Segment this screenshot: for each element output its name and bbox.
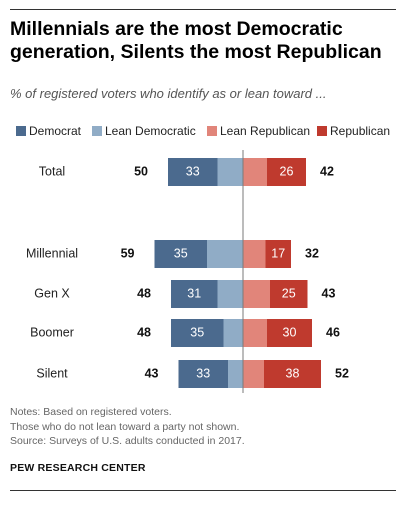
bar-lean-republican-gen-x (243, 280, 270, 308)
bar-lean-democratic-boomer (223, 319, 243, 347)
category-label-boomer: Boomer (30, 325, 74, 339)
bottom-rule (10, 490, 396, 491)
value-label-republican-gen-x: 25 (282, 286, 296, 300)
chart-title: Millennials are the most Democratic gene… (10, 18, 400, 64)
value-label-democrat-total: 33 (186, 164, 200, 178)
legend-swatch-lean-democratic (92, 126, 102, 136)
legend-item-lean-democratic: Lean Democratic (92, 124, 196, 138)
source-organization: PEW RESEARCH CENTER (10, 462, 146, 474)
total-republican-boomer: 46 (326, 325, 340, 339)
title-line-2: generation, Silents the most Republican (10, 41, 382, 63)
bar-republican-millennial (265, 240, 291, 268)
notes: Notes: Based on registered voters. Those… (10, 405, 245, 449)
value-label-republican-millennial: 17 (271, 246, 285, 260)
legend-label-democrat: Democrat (29, 124, 82, 138)
title-line-1: Millennials are the most Democratic (10, 18, 343, 40)
category-label-gen-x: Gen X (34, 286, 70, 300)
bar-republican-total (267, 158, 306, 186)
bar-lean-republican-silent (243, 360, 264, 388)
value-label-democrat-silent: 33 (196, 366, 210, 380)
bar-republican-gen-x (270, 280, 308, 308)
total-republican-silent: 52 (335, 366, 349, 380)
value-label-democrat-boomer: 35 (190, 325, 204, 339)
legend-swatch-republican (317, 126, 327, 136)
bar-republican-silent (264, 360, 321, 388)
total-democratic-silent: 43 (145, 366, 159, 380)
bar-democrat-millennial (154, 240, 207, 268)
legend-item-lean-republican: Lean Republican (207, 124, 310, 138)
bar-democrat-silent (178, 360, 228, 388)
legend-item-republican: Republican (317, 124, 390, 138)
value-label-republican-total: 26 (280, 164, 294, 178)
total-democratic-total: 50 (134, 164, 148, 178)
bar-lean-democratic-total (217, 158, 243, 186)
category-label-total: Total (39, 164, 65, 178)
category-label-millennial: Millennial (26, 246, 78, 260)
notes-line-1: Notes: Based on registered voters. (10, 406, 172, 418)
bar-lean-democratic-millennial (207, 240, 243, 268)
value-label-republican-silent: 38 (286, 366, 300, 380)
notes-line-2: Those who do not lean toward a party not… (10, 420, 240, 433)
total-democratic-millennial: 59 (121, 246, 135, 260)
legend-label-republican: Republican (330, 124, 391, 138)
notes-line-3: Source: Surveys of U.S. adults conducted… (10, 435, 245, 447)
chart-subtitle: % of registered voters who identify as o… (10, 86, 327, 101)
bar-democrat-boomer (171, 319, 224, 347)
bar-lean-democratic-gen-x (217, 280, 243, 308)
legend-item-democrat: Democrat (16, 124, 81, 138)
top-rule (10, 9, 396, 10)
legend-swatch-lean-republican (207, 126, 217, 136)
bar-democrat-gen-x (171, 280, 218, 308)
bar-democrat-total (168, 158, 218, 186)
bar-lean-democratic-silent (228, 360, 243, 388)
total-republican-total: 42 (320, 164, 334, 178)
value-label-democrat-millennial: 35 (174, 246, 188, 260)
total-democratic-gen-x: 48 (137, 286, 151, 300)
bar-republican-boomer (267, 319, 312, 347)
total-republican-gen-x: 43 (322, 286, 336, 300)
bar-lean-republican-millennial (243, 240, 266, 268)
bar-lean-republican-boomer (243, 319, 267, 347)
category-label-silent: Silent (36, 366, 68, 380)
legend-swatch-democrat (16, 126, 26, 136)
bar-lean-republican-total (243, 158, 267, 186)
legend-label-lean-democratic: Lean Democratic (105, 124, 196, 138)
total-republican-millennial: 32 (305, 246, 319, 260)
legend-label-lean-republican: Lean Republican (220, 124, 311, 138)
total-democratic-boomer: 48 (137, 325, 151, 339)
legend: Democrat Lean Democratic Lean Republican… (0, 124, 406, 140)
value-label-democrat-gen-x: 31 (187, 286, 201, 300)
value-label-republican-boomer: 30 (283, 325, 297, 339)
